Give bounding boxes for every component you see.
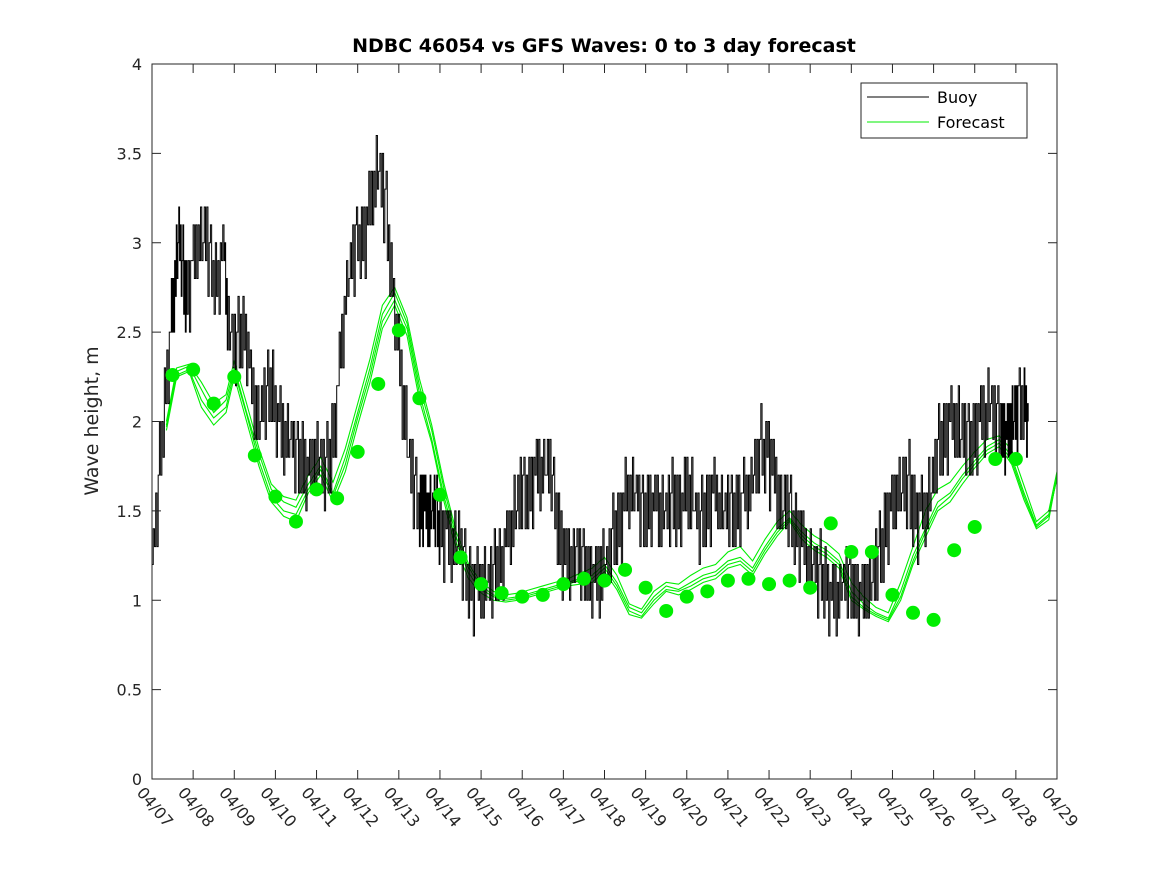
forecast-point — [453, 550, 468, 565]
forecast-point — [494, 586, 509, 601]
forecast-point — [1008, 452, 1023, 467]
forecast-point — [371, 376, 386, 391]
forecast-point — [165, 368, 180, 383]
y-axis-label: Wave height, m — [81, 346, 103, 495]
forecast-point — [412, 391, 427, 406]
y-tick-label: 2.5 — [117, 323, 142, 342]
y-tick-label: 0 — [132, 770, 142, 789]
forecast-point — [227, 369, 242, 384]
forecast-point — [288, 514, 303, 529]
legend: Buoy Forecast — [860, 82, 1028, 139]
forecast-point — [268, 489, 283, 504]
forecast-point — [474, 577, 489, 592]
forecast-point — [967, 519, 982, 534]
forecast-point — [659, 603, 674, 618]
forecast-point — [885, 587, 900, 602]
forecast-point — [864, 544, 879, 559]
forecast-point — [700, 584, 715, 599]
forecast-point — [679, 589, 694, 604]
forecast-point — [638, 580, 653, 595]
legend-buoy-label: Buoy — [937, 88, 977, 107]
forecast-point — [432, 487, 447, 502]
forecast-point — [803, 580, 818, 595]
y-tick-label: 3.5 — [117, 144, 142, 163]
forecast-point — [309, 482, 324, 497]
chart-title: NDBC 46054 vs GFS Waves: 0 to 3 day fore… — [352, 35, 856, 57]
forecast-point — [186, 362, 201, 377]
forecast-point — [391, 323, 406, 338]
forecast-point — [988, 452, 1003, 467]
forecast-point — [206, 396, 221, 411]
forecast-point — [535, 587, 550, 602]
y-tick-label: 1.5 — [117, 502, 142, 521]
forecast-point — [720, 573, 735, 588]
buoy-series — [152, 135, 1029, 637]
forecast-point — [330, 491, 345, 506]
forecast-point — [947, 543, 962, 558]
forecast-markers — [165, 323, 1023, 627]
forecast-point — [597, 573, 612, 588]
forecast-point — [515, 589, 530, 604]
forecast-point — [350, 444, 365, 459]
forecast-point — [906, 605, 921, 620]
forecast-point — [247, 448, 262, 463]
forecast-point — [576, 571, 591, 586]
forecast-point — [618, 562, 633, 577]
y-tick-label: 2 — [132, 413, 142, 432]
forecast-point — [844, 544, 859, 559]
legend-forecast-label: Forecast — [937, 113, 1005, 132]
forecast-point — [741, 571, 756, 586]
y-axis: 0 0.5 1 1.5 2 2.5 3 3.5 4 — [117, 55, 1057, 789]
buoy-line — [152, 135, 1029, 637]
forecast-point — [823, 516, 838, 531]
forecast-point — [926, 612, 941, 627]
y-tick-label: 0.5 — [117, 681, 142, 700]
y-tick-label: 3 — [132, 234, 142, 253]
y-tick-label: 4 — [132, 55, 142, 74]
forecast-point — [782, 573, 797, 588]
legend-box — [860, 82, 1028, 139]
forecast-point — [762, 577, 777, 592]
forecast-point — [556, 577, 571, 592]
y-tick-label: 1 — [132, 591, 142, 610]
